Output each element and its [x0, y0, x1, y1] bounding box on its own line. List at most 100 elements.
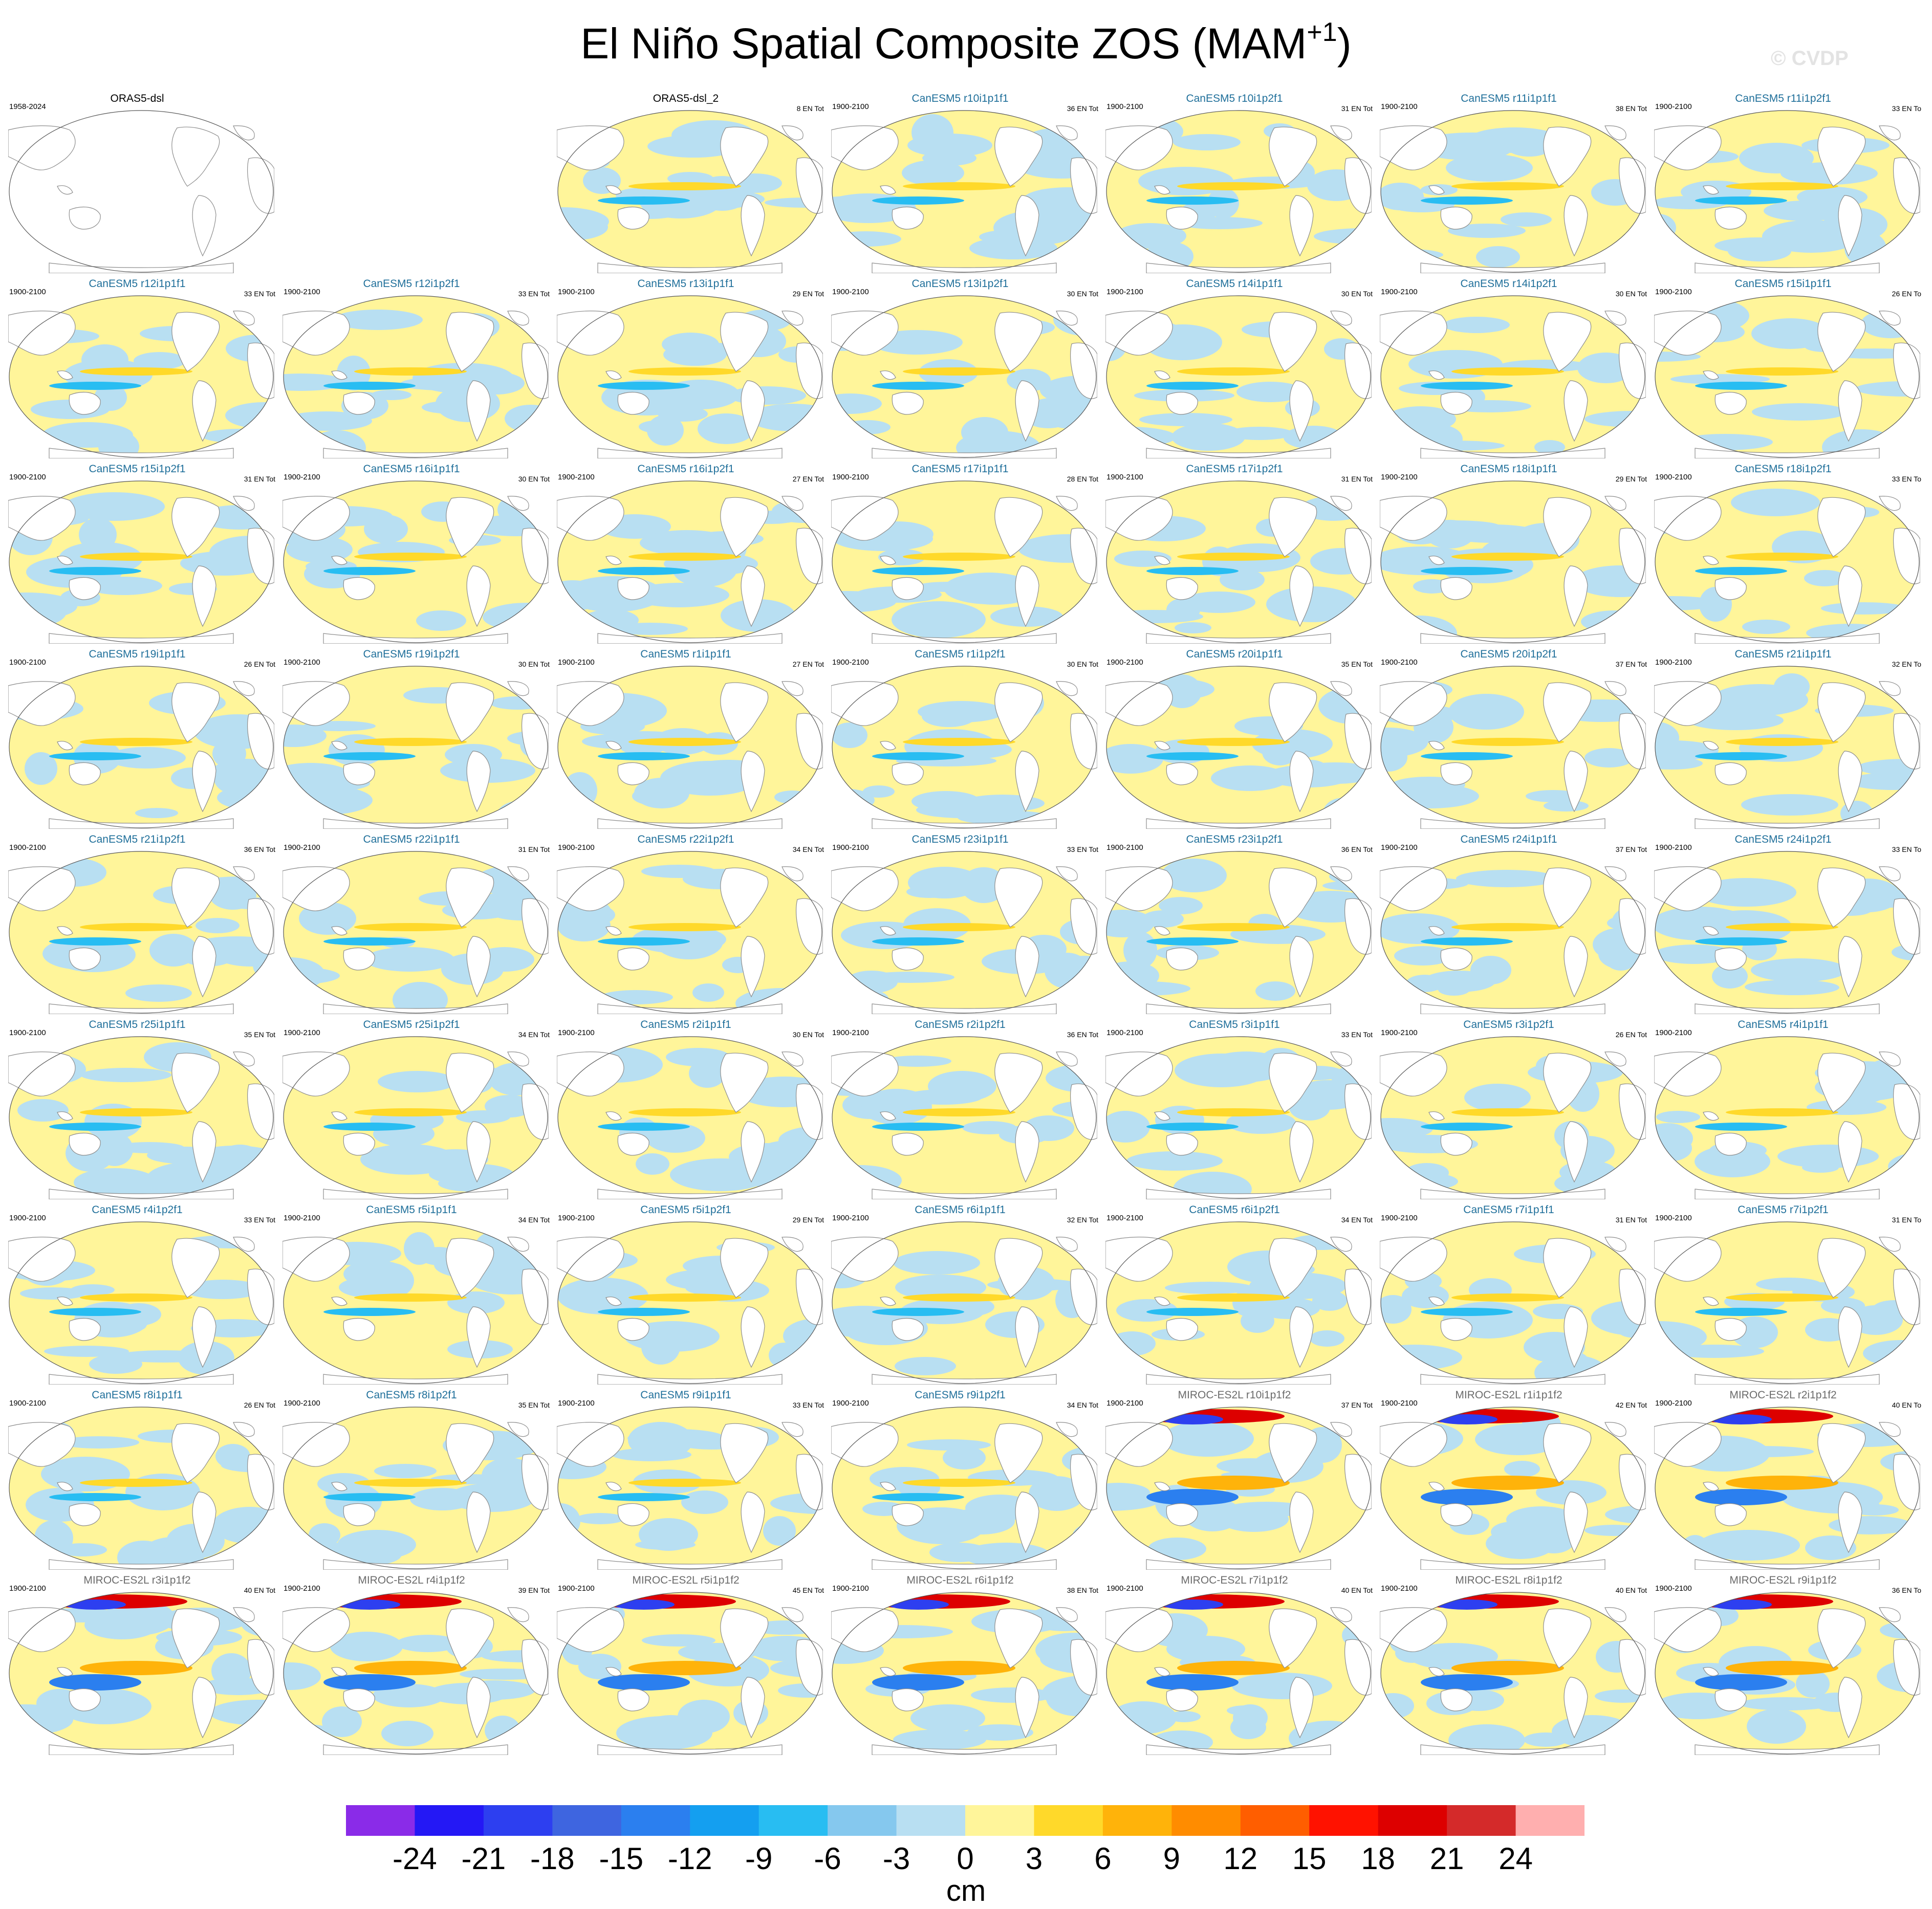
- continent-outline: [1564, 1121, 1588, 1183]
- continent-outline: [1838, 751, 1862, 813]
- anomaly-negative-patch: [558, 1278, 648, 1314]
- equatorial-negative-band: [1695, 382, 1787, 390]
- continent-outline: [1344, 1639, 1372, 1696]
- map-panel: CanESM5 r24i1p1f1 1900-2100 37 EN Tot: [1372, 833, 1647, 1017]
- panel-title: MIROC-ES2L r10i1p1f2: [1178, 1389, 1291, 1401]
- equatorial-negative-band: [1146, 196, 1239, 205]
- continent-outline: [1330, 496, 1352, 511]
- continent-outline: [1879, 1607, 1901, 1622]
- continent-outline: [8, 311, 76, 356]
- equatorial-positive-band: [1177, 553, 1290, 561]
- continent-outline: [233, 1237, 255, 1252]
- colorbar-tick-label: -18: [530, 1841, 575, 1876]
- map-panel: MIROC-ES2L r7i1p1f2 1900-2100 40 EN Tot: [1097, 1574, 1373, 1758]
- equatorial-positive-band: [1451, 738, 1564, 746]
- continent-outline: [323, 1559, 508, 1570]
- panel-event-count: 33 EN Tot: [244, 1216, 275, 1224]
- map-frame: [1655, 295, 1920, 458]
- panel-title: CanESM5 r2i1p1f1: [640, 1019, 731, 1030]
- continent-outline: [605, 741, 622, 751]
- continent-outline: [1166, 762, 1198, 785]
- anomaly-negative-patch: [1217, 1458, 1285, 1474]
- equatorial-positive-band: [1451, 1108, 1564, 1116]
- panel-title: CanESM5 r7i1p1f1: [1463, 1204, 1554, 1216]
- anomaly-negative-patch: [1740, 1697, 1833, 1710]
- map-frame: [1106, 480, 1371, 643]
- anomaly-negative-patch: [490, 696, 545, 710]
- equatorial-negative-band: [872, 1123, 964, 1131]
- anomaly-negative-patch: [1312, 1290, 1347, 1311]
- continent-outline: [507, 496, 529, 511]
- equatorial-negative-band: [872, 382, 964, 390]
- continent-outline: [1380, 1237, 1447, 1282]
- continent-outline: [831, 1422, 899, 1467]
- equatorial-negative-band: [323, 1308, 416, 1316]
- equatorial-positive-band: [1177, 367, 1290, 376]
- continent-outline: [192, 565, 216, 627]
- anomaly-negative-patch: [1590, 808, 1641, 819]
- continent-outline: [1289, 195, 1314, 257]
- anomaly-negative-patch: [1159, 897, 1203, 914]
- continent-outline: [782, 866, 804, 882]
- anomaly-negative-patch: [284, 1662, 321, 1690]
- continent-outline: [1330, 681, 1352, 696]
- anomaly-negative-patch: [396, 1635, 460, 1652]
- continent-outline: [1619, 1083, 1646, 1140]
- continent-outline: [557, 681, 624, 726]
- map-panel: CanESM5 r20i1p1f1 1900-2100 35 EN Tot: [1097, 648, 1373, 832]
- world-map: [557, 666, 823, 829]
- continent-outline: [1714, 577, 1747, 600]
- continent-outline: [1817, 682, 1866, 742]
- continent-outline: [466, 380, 491, 442]
- continent-outline: [331, 1482, 348, 1491]
- panel-event-count: 35 EN Tot: [244, 1030, 275, 1039]
- panel-title: CanESM5 r17i1p2f1: [1186, 463, 1283, 475]
- map-panel: MIROC-ES2L r5i1p1f2 1900-2100 45 EN Tot: [549, 1574, 824, 1758]
- continent-outline: [233, 1607, 255, 1622]
- world-map: [8, 1036, 274, 1199]
- continent-outline: [507, 866, 529, 882]
- anomaly-negative-patch: [1106, 910, 1154, 937]
- anomaly-negative-patch: [1173, 134, 1241, 150]
- continent-outline: [343, 391, 375, 415]
- panel-title: CanESM5 r22i1p2f1: [637, 833, 734, 845]
- equatorial-negative-band: [49, 752, 141, 760]
- continent-outline: [1166, 947, 1198, 971]
- continent-outline: [331, 1297, 348, 1306]
- panel-title: CanESM5 r16i1p1f1: [363, 463, 460, 475]
- continent-outline: [69, 206, 101, 230]
- panel-event-count: 36 EN Tot: [244, 845, 275, 853]
- continent-outline: [1056, 866, 1078, 882]
- continent-outline: [741, 1677, 765, 1739]
- map-panel: CanESM5 r12i1p2f1 1900-2100 33 EN Tot: [274, 277, 550, 462]
- colorbar-tick-label: 24: [1499, 1841, 1533, 1876]
- anomaly-negative-patch: [928, 1071, 996, 1102]
- colorbar-tick-label: 6: [1094, 1841, 1112, 1876]
- panel-title: MIROC-ES2L r4i1p1f2: [358, 1574, 465, 1586]
- map-frame: [1655, 666, 1920, 828]
- continent-outline: [605, 1482, 622, 1491]
- anomaly-negative-patch: [485, 1716, 520, 1745]
- continent-outline: [1428, 556, 1445, 565]
- panel-period: 1900-2100: [9, 1028, 46, 1037]
- continent-outline: [1330, 866, 1352, 882]
- anomaly-negative-patch: [1802, 1162, 1839, 1173]
- continent-outline: [720, 1423, 769, 1483]
- world-map: [8, 295, 274, 458]
- continent-outline: [605, 185, 622, 195]
- continent-outline: [872, 1559, 1057, 1570]
- equatorial-positive-band: [1726, 1293, 1838, 1302]
- continent-outline: [1166, 391, 1198, 415]
- panel-event-count: 32 EN Tot: [1067, 1216, 1098, 1224]
- continent-outline: [1564, 1306, 1588, 1368]
- continent-outline: [617, 762, 649, 785]
- panel-period: 1900-2100: [1655, 102, 1692, 111]
- panel-period: 1900-2100: [832, 1584, 869, 1593]
- continent-outline: [1056, 496, 1078, 511]
- continent-outline: [1070, 1639, 1097, 1696]
- panel-period: 1900-2100: [284, 843, 320, 852]
- map-panel: CanESM5 r12i1p1f1 1900-2100 33 EN Tot: [0, 277, 275, 462]
- continent-outline: [782, 1051, 804, 1067]
- anomaly-negative-patch: [943, 1446, 986, 1469]
- continent-outline: [1269, 126, 1317, 187]
